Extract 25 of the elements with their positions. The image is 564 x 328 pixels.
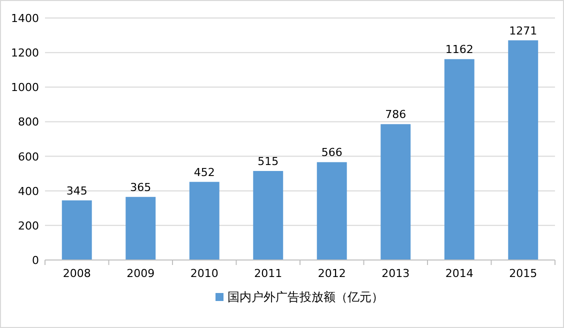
ytick: 400 [18, 184, 39, 198]
legend: 国内户外广告投放额（亿元） [216, 290, 384, 304]
data-label: 365 [130, 180, 152, 194]
data-label: 786 [385, 108, 406, 122]
data-label: 452 [194, 166, 215, 179]
xtick: 2013 [382, 267, 410, 280]
xtick: 2014 [445, 267, 474, 280]
data-label: 1271 [509, 24, 538, 38]
xtick: 2010 [190, 267, 218, 280]
data-label: 345 [66, 184, 88, 198]
xtick: 2011 [254, 267, 282, 280]
xtick: 2008 [62, 267, 91, 280]
data-label: 566 [321, 146, 342, 160]
ytick: 200 [18, 219, 39, 232]
xtick: 2009 [126, 267, 155, 280]
ytick: 800 [18, 116, 39, 129]
xtick: 2015 [509, 267, 538, 280]
ytick: 1400 [11, 12, 39, 25]
data-label: 515 [258, 154, 279, 168]
ytick: 600 [18, 150, 39, 164]
ytick: 1200 [11, 46, 39, 60]
xtick: 2012 [318, 267, 346, 280]
ytick: 0 [32, 254, 39, 267]
ytick: 1000 [11, 81, 39, 94]
data-label: 1162 [445, 43, 474, 56]
